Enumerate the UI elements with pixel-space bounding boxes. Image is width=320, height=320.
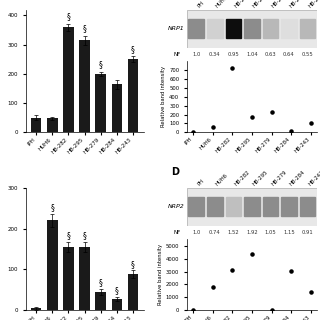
Text: 0.34: 0.34 xyxy=(209,52,220,57)
Text: NF: NF xyxy=(173,52,180,57)
Y-axis label: Relative band intensity: Relative band intensity xyxy=(162,66,166,127)
Bar xyxy=(263,19,278,38)
Bar xyxy=(47,220,58,310)
Text: §: § xyxy=(83,25,86,34)
Text: 0.74: 0.74 xyxy=(209,230,221,235)
Text: HUH6: HUH6 xyxy=(215,173,229,187)
Text: HB-295: HB-295 xyxy=(252,0,269,9)
Text: PH: PH xyxy=(196,0,205,9)
Text: §: § xyxy=(131,260,135,269)
Text: D: D xyxy=(172,167,180,177)
Point xyxy=(289,268,294,273)
Text: 0.64: 0.64 xyxy=(283,52,295,57)
Text: HB-282: HB-282 xyxy=(233,0,251,9)
Text: §: § xyxy=(99,60,103,69)
Bar xyxy=(188,19,204,38)
Text: §: § xyxy=(51,204,54,212)
Bar xyxy=(207,197,223,216)
Bar xyxy=(79,40,90,132)
Point xyxy=(210,284,215,290)
Text: 0.95: 0.95 xyxy=(228,52,239,57)
Point xyxy=(289,129,294,134)
Bar xyxy=(300,19,315,38)
Bar xyxy=(281,197,297,216)
Text: HB-284: HB-284 xyxy=(289,0,306,9)
Bar xyxy=(79,247,90,310)
Text: NRP2: NRP2 xyxy=(168,204,184,209)
Bar xyxy=(47,118,58,132)
Text: HB-243: HB-243 xyxy=(308,0,320,9)
Point xyxy=(269,308,274,313)
Bar xyxy=(31,118,42,132)
Bar xyxy=(281,19,297,38)
Text: 1.15: 1.15 xyxy=(283,230,295,235)
Bar xyxy=(95,74,106,132)
Text: HB-243: HB-243 xyxy=(308,170,320,187)
Text: §: § xyxy=(99,278,103,287)
Bar xyxy=(128,59,138,132)
Bar xyxy=(226,19,241,38)
Text: 0.55: 0.55 xyxy=(302,52,313,57)
Bar xyxy=(63,27,74,132)
Bar xyxy=(188,197,204,216)
Bar xyxy=(300,197,315,216)
Text: 0.91: 0.91 xyxy=(302,230,313,235)
Bar xyxy=(31,308,42,310)
Bar xyxy=(244,19,260,38)
Bar xyxy=(63,247,74,310)
Bar xyxy=(95,292,106,310)
Text: NRP1: NRP1 xyxy=(168,26,184,31)
Text: HB-279: HB-279 xyxy=(270,170,288,187)
Bar xyxy=(112,84,122,132)
Bar xyxy=(244,197,260,216)
FancyBboxPatch shape xyxy=(187,10,317,48)
Text: NF: NF xyxy=(173,230,180,235)
Point xyxy=(308,289,314,294)
Point xyxy=(308,120,314,125)
Text: 1.04: 1.04 xyxy=(246,52,258,57)
Text: HB-284: HB-284 xyxy=(289,170,306,187)
Text: HB-282: HB-282 xyxy=(233,170,251,187)
Bar xyxy=(207,19,223,38)
Point xyxy=(190,308,196,313)
Point xyxy=(249,114,254,119)
Text: §: § xyxy=(67,231,70,240)
Point xyxy=(230,66,235,71)
Text: §: § xyxy=(131,45,135,54)
Text: §: § xyxy=(83,231,86,240)
Text: 1.52: 1.52 xyxy=(228,230,239,235)
Text: §: § xyxy=(67,12,70,21)
Text: §: § xyxy=(115,286,119,295)
Text: 1.05: 1.05 xyxy=(265,230,276,235)
Text: 1.0: 1.0 xyxy=(192,52,200,57)
Text: 1.92: 1.92 xyxy=(246,230,258,235)
Bar xyxy=(226,197,241,216)
Point xyxy=(190,130,196,135)
Bar xyxy=(112,299,122,310)
Point xyxy=(249,252,254,257)
Text: HUH6: HUH6 xyxy=(215,0,229,9)
Point xyxy=(210,124,215,129)
Text: PH: PH xyxy=(196,178,205,187)
FancyBboxPatch shape xyxy=(187,188,317,226)
Bar xyxy=(128,274,138,310)
Text: HB-295: HB-295 xyxy=(252,170,269,187)
Point xyxy=(230,268,235,273)
Bar xyxy=(263,197,278,216)
Text: HB-279: HB-279 xyxy=(270,0,288,9)
Text: 1.0: 1.0 xyxy=(192,230,200,235)
Y-axis label: Relative band intensity: Relative band intensity xyxy=(158,244,163,305)
Text: 0.63: 0.63 xyxy=(265,52,276,57)
Point xyxy=(269,109,274,115)
